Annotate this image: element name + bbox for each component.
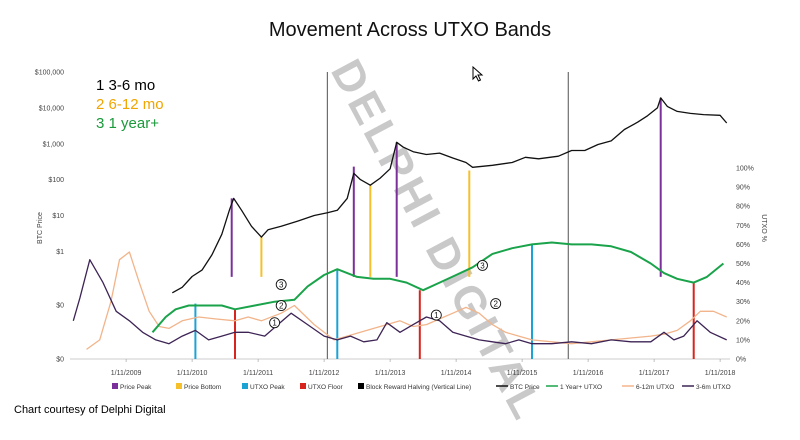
legend-label: Block Reward Halving (Vertical Line): [366, 384, 471, 391]
y2-tick-label: 100%: [736, 166, 754, 173]
band-marker: [490, 298, 502, 310]
x-tick-label: 1/11/2010: [177, 370, 208, 377]
band-marker-label: 3: [279, 281, 284, 290]
legend-label: Price Peak: [120, 384, 152, 391]
x-tick-label: 1/11/2011: [243, 370, 273, 377]
x-tick-label: 1/11/2018: [705, 370, 736, 377]
legend-label: 3-6m UTXO: [696, 384, 731, 391]
y-axis-ticks: $0 $0 $1 $10 $100 $1,000 $10,000 $100,000: [35, 70, 64, 364]
series-lines: [72, 97, 728, 350]
series-line-6-12m-utxo: [86, 251, 727, 350]
series-line-1-year-utxo: [151, 241, 725, 333]
y2-tick-label: 40%: [736, 280, 750, 287]
y2-tick-label: 10%: [736, 337, 750, 344]
series-line-3-6m-utxo: [72, 259, 727, 345]
legend: Price Peak Price Bottom UTXO Peak UTXO Floo…: [112, 383, 731, 391]
series-line-btc-price: [171, 97, 728, 294]
y2-axis-ticks: 0% 10% 20% 30% 40% 50% 60% 70% 80% 90% 100%: [736, 166, 754, 364]
legend-label: BTC Price: [510, 384, 540, 391]
band-marker-label: 1: [272, 319, 277, 328]
x-tick-label: 1/11/2012: [309, 370, 340, 377]
y2-tick-label: 70%: [736, 223, 750, 230]
band-notes: 1 3-6 mo 2 6-12 mo 3 1 year+: [96, 77, 164, 132]
band-note: 2 6-12 mo: [96, 96, 164, 113]
legend-swatch: [112, 383, 118, 389]
legend-label: Price Bottom: [184, 384, 221, 391]
caption: Chart courtesy of Delphi Digital: [14, 404, 166, 416]
legend-label: UTXO Peak: [250, 384, 285, 391]
band-note: 1 3-6 mo: [96, 77, 155, 94]
y-tick-label: $0: [56, 303, 64, 310]
legend-label: 1 Year+ UTXO: [560, 384, 602, 391]
y2-tick-label: 20%: [736, 318, 750, 325]
band-marker: [477, 259, 488, 271]
mouse-cursor-icon: [472, 66, 484, 82]
y-tick-label: $10: [52, 213, 64, 220]
band-marker: [430, 309, 442, 321]
y-axis-label: BTC Price: [37, 212, 44, 244]
band-marker: [275, 279, 287, 290]
event-lines: [194, 72, 695, 359]
legend-swatch: [300, 383, 306, 389]
y2-tick-label: 90%: [736, 185, 750, 192]
y-tick-label: $10,000: [39, 105, 64, 112]
legend-swatch: [358, 383, 364, 389]
x-tick-label: 1/11/2013: [375, 370, 406, 377]
band-note: 3 1 year+: [96, 115, 159, 132]
x-tick-label: 1/11/2017: [639, 370, 670, 377]
y-tick-label: $100,000: [35, 70, 64, 77]
band-marker-label: 2: [493, 300, 498, 309]
legend-swatch: [242, 383, 248, 389]
band-marker-label: 1: [434, 311, 439, 320]
y2-tick-label: 60%: [736, 242, 750, 249]
x-tick-label: 1/11/2009: [111, 370, 142, 377]
y-tick-label: $1: [56, 249, 64, 256]
band-marker: [269, 317, 281, 329]
y-tick-label: $0: [56, 357, 64, 364]
legend-swatch: [176, 383, 182, 389]
legend-label: UTXO Floor: [308, 384, 344, 391]
band-marker-label: 2: [279, 302, 284, 311]
x-tick-label: 1/11/2014: [441, 370, 472, 377]
legend-label: 6-12m UTXO: [636, 384, 674, 391]
chart-title: Movement Across UTXO Bands: [269, 19, 551, 41]
x-axis-ticks: 1/11/2009 1/11/2010 1/11/2011 1/11/2012 1/11…: [111, 359, 736, 377]
y2-tick-label: 50%: [736, 261, 750, 268]
y2-axis-label: UTXO %: [760, 214, 767, 242]
y-tick-label: $100: [48, 177, 64, 184]
x-tick-label: 1/11/2015: [507, 370, 538, 377]
band-marker: [275, 300, 287, 311]
y2-tick-label: 30%: [736, 299, 750, 306]
x-tick-label: 1/11/2016: [573, 370, 604, 377]
y2-tick-label: 80%: [736, 204, 750, 211]
y2-tick-label: 0%: [736, 357, 746, 364]
y-tick-label: $1,000: [43, 141, 65, 148]
band-marker-label: 3: [480, 261, 485, 270]
